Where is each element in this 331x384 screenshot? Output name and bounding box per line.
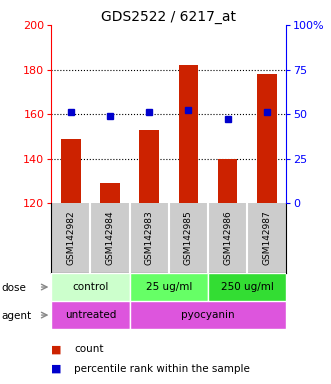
Text: 250 ug/ml: 250 ug/ml bbox=[221, 282, 274, 292]
Bar bbox=[130, 273, 208, 301]
Text: pyocyanin: pyocyanin bbox=[181, 310, 235, 320]
Bar bbox=[218, 159, 237, 203]
Title: GDS2522 / 6217_at: GDS2522 / 6217_at bbox=[101, 10, 236, 24]
Bar bbox=[51, 273, 130, 301]
Text: GSM142985: GSM142985 bbox=[184, 211, 193, 265]
Bar bbox=[61, 139, 81, 203]
Text: count: count bbox=[74, 344, 104, 354]
Text: agent: agent bbox=[2, 311, 32, 321]
Text: untreated: untreated bbox=[65, 310, 116, 320]
Text: GSM142982: GSM142982 bbox=[67, 211, 75, 265]
Text: GSM142987: GSM142987 bbox=[262, 211, 271, 265]
Text: GSM142983: GSM142983 bbox=[145, 211, 154, 265]
Bar bbox=[100, 183, 120, 203]
Text: dose: dose bbox=[2, 283, 26, 293]
Text: percentile rank within the sample: percentile rank within the sample bbox=[74, 364, 250, 374]
Text: 25 ug/ml: 25 ug/ml bbox=[146, 282, 192, 292]
Bar bbox=[130, 301, 286, 329]
Text: ■: ■ bbox=[51, 344, 62, 354]
Bar bbox=[257, 74, 276, 203]
Bar bbox=[51, 301, 130, 329]
Bar bbox=[208, 273, 286, 301]
Bar bbox=[179, 65, 198, 203]
Text: control: control bbox=[72, 282, 109, 292]
Text: ■: ■ bbox=[51, 364, 62, 374]
Text: GSM142986: GSM142986 bbox=[223, 211, 232, 265]
Bar bbox=[139, 130, 159, 203]
Text: GSM142984: GSM142984 bbox=[106, 211, 115, 265]
